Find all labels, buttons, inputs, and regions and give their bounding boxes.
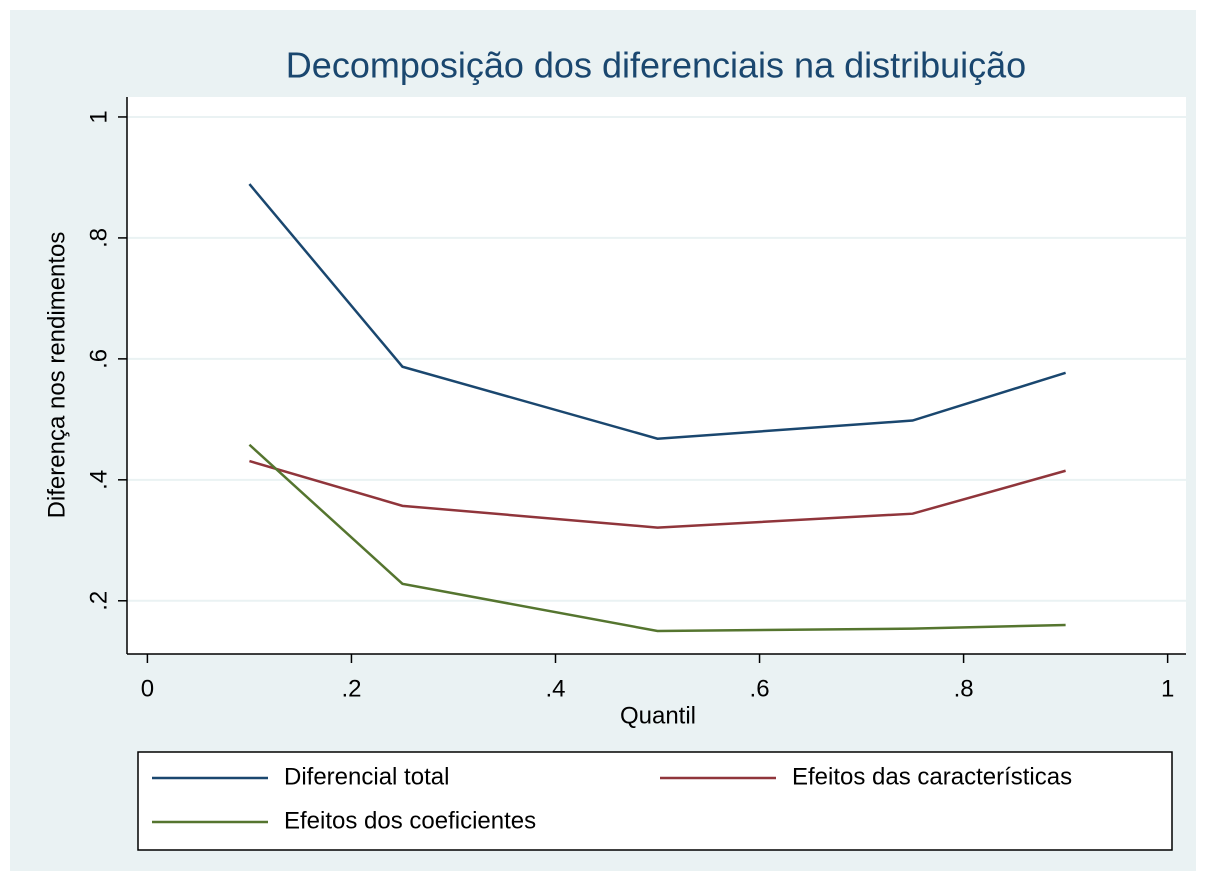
x-tick-label: 1 <box>1161 675 1174 702</box>
x-axis-title: Quantil <box>620 702 696 729</box>
y-tick-label: .2 <box>85 591 112 611</box>
legend-label: Efeitos das características <box>792 763 1072 790</box>
y-tick-label: .6 <box>85 349 112 369</box>
line-series <box>248 183 1066 440</box>
legend-label: Diferencial total <box>284 763 449 790</box>
x-tick-label: .6 <box>750 675 770 702</box>
y-tick-label: .4 <box>85 470 112 490</box>
y-axis-title: Diferença nos rendimentos <box>43 232 70 519</box>
line-series <box>249 459 1066 529</box>
legend <box>137 751 1173 851</box>
y-tick-label: .8 <box>85 228 112 248</box>
x-tick-label: 0 <box>141 675 154 702</box>
plot-area <box>127 97 1186 654</box>
x-tick-label: .8 <box>954 675 974 702</box>
line-series <box>248 443 1066 633</box>
legend-label: Efeitos dos coeficientes <box>284 807 536 834</box>
x-tick-label: .2 <box>341 675 361 702</box>
y-tick-label: 1 <box>85 110 112 123</box>
chart-title: Decomposição dos diferenciais na distrib… <box>286 45 1026 86</box>
x-tick-label: .4 <box>545 675 565 702</box>
